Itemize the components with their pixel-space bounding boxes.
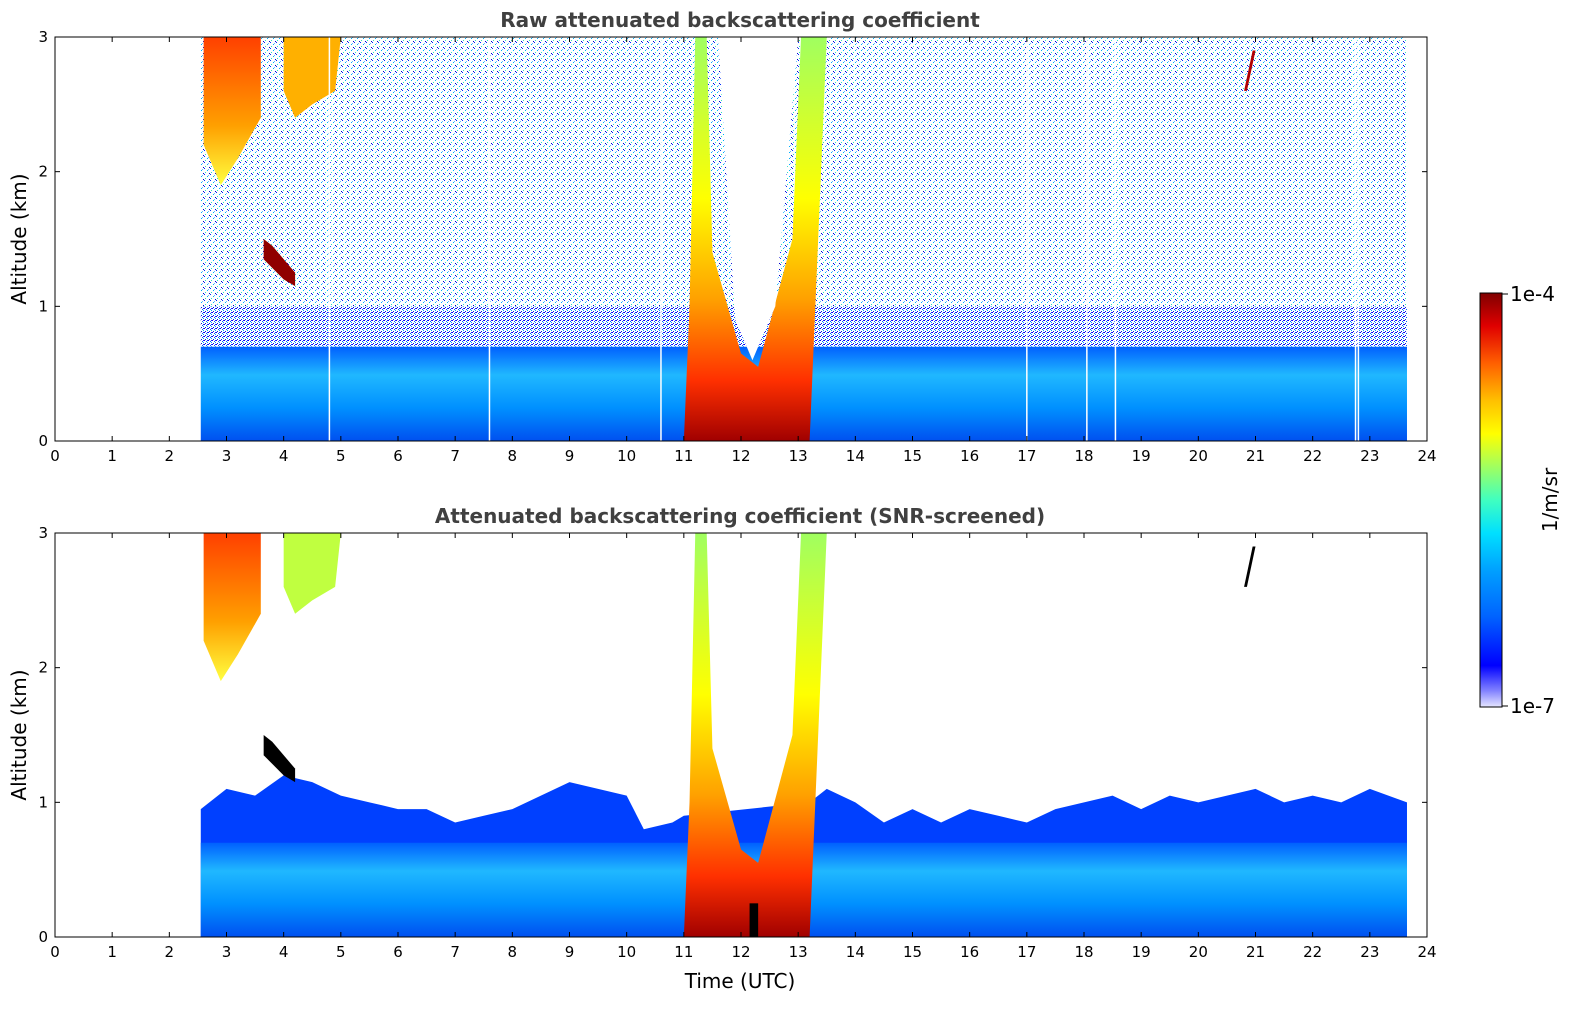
raw-y-axis-label: Altitude (km) [7,173,31,304]
screened-x-tick-label: 7 [450,943,460,961]
screened-x-tick-label: 21 [1246,943,1265,961]
colorbar-min-label: 1e-7 [1510,694,1555,718]
screened-y-tick-label: 1 [38,793,48,811]
thin-cloud [1244,50,1256,91]
raw-x-tick-label: 20 [1189,447,1208,465]
raw-y-tick-label: 2 [38,163,48,181]
screened-backscatter-panel: Attenuated backscattering coefficient (S… [7,504,1437,993]
thin-cloud [1244,546,1256,587]
screened-x-tick-label: 22 [1303,943,1322,961]
signal-attenuated-gap [718,37,799,361]
screened-y-tick-label: 0 [38,928,48,946]
raw-x-tick-label: 2 [165,447,175,465]
raw-x-tick-label: 8 [508,447,518,465]
screened-x-tick-label: 18 [1074,943,1093,961]
raw-x-tick-label: 19 [1132,447,1151,465]
saturated-cloud-base [749,903,759,937]
raw-y-tick-label: 0 [38,432,48,450]
convective-cloud [683,37,827,441]
raw-heatmap-layer [200,37,1407,441]
raw-panel-title: Raw attenuated backscattering coefficien… [500,8,980,32]
screened-x-tick-label: 2 [165,943,175,961]
screened-x-tick-label: 24 [1417,943,1436,961]
raw-x-tick-label: 22 [1303,447,1322,465]
raw-y-tick-label: 1 [38,297,48,315]
raw-x-tick-label: 10 [617,447,636,465]
raw-x-tick-label: 9 [565,447,575,465]
colorbar-max-label: 1e-4 [1510,282,1555,306]
screened-x-tick-label: 8 [508,943,518,961]
screened-x-axis: 0 1 2 3 4 5 6 7 8 9 10 11 12 13 14 15 16 17 18 19 20 21 22 23 24 [50,533,1437,961]
saturated-cloud-layer [263,239,296,287]
screened-x-tick-label: 4 [279,943,289,961]
screened-x-tick-label: 6 [393,943,403,961]
raw-x-tick-label: 14 [846,447,865,465]
raw-x-tick-label: 6 [393,447,403,465]
raw-x-tick-label: 5 [336,447,346,465]
screened-x-tick-label: 0 [50,943,60,961]
raw-x-axis: 0 1 2 3 4 5 6 7 8 9 10 11 12 13 14 15 16 17 18 19 20 21 22 23 24 [50,37,1437,465]
raw-x-tick-label: 13 [789,447,808,465]
screened-x-tick-label: 23 [1360,943,1379,961]
convective-cloud [683,533,827,937]
colorbar-gradient [1479,292,1503,708]
screened-panel-title: Attenuated backscattering coefficient (S… [435,504,1045,528]
screened-x-tick-label: 16 [960,943,979,961]
raw-x-tick-label: 21 [1246,447,1265,465]
screened-x-tick-label: 13 [789,943,808,961]
cirrus-second [283,37,341,118]
screened-y-tick-label: 2 [38,659,48,677]
raw-x-tick-label: 3 [222,447,232,465]
raw-x-tick-label: 23 [1360,447,1379,465]
raw-x-tick-label: 24 [1417,447,1436,465]
raw-x-tick-label: 0 [50,447,60,465]
colorbar-unit-label: 1/m/sr [1538,467,1562,532]
raw-x-tick-label: 16 [960,447,979,465]
screened-x-tick-label: 1 [107,943,117,961]
cirrus-second [283,533,341,614]
screened-x-tick-label: 17 [1017,943,1036,961]
screened-x-tick-label: 9 [565,943,575,961]
raw-x-tick-label: 18 [1074,447,1093,465]
cirrus-early [203,533,261,682]
screened-y-tick-label: 3 [38,524,48,542]
cirrus-early [203,37,261,186]
raw-x-tick-label: 4 [279,447,289,465]
raw-x-tick-label: 17 [1017,447,1036,465]
saturated-cloud-layer [263,735,296,783]
raw-backscatter-panel: Raw attenuated backscattering coefficien… [7,8,1437,465]
screened-x-tick-label: 20 [1189,943,1208,961]
screened-y-axis-label: Altitude (km) [7,669,31,800]
screened-x-tick-label: 3 [222,943,232,961]
raw-x-tick-label: 12 [731,447,750,465]
colorbar: 1e-4 1e-7 1/m/sr [1479,282,1562,718]
raw-x-tick-label: 11 [674,447,693,465]
raw-y-tick-label: 3 [38,28,48,46]
screened-x-axis-label: Time (UTC) [684,969,796,993]
screened-x-tick-label: 10 [617,943,636,961]
screened-x-tick-label: 12 [731,943,750,961]
screened-x-tick-label: 19 [1132,943,1151,961]
screened-heatmap-layer [200,533,1407,937]
raw-x-tick-label: 1 [107,447,117,465]
screened-x-tick-label: 14 [846,943,865,961]
raw-x-tick-label: 7 [450,447,460,465]
raw-x-tick-label: 15 [903,447,922,465]
screened-y-axis: 0 1 2 3 [38,524,1427,946]
raw-y-axis: 0 1 2 3 [38,28,1427,450]
screened-x-tick-label: 15 [903,943,922,961]
screened-x-tick-label: 11 [674,943,693,961]
screened-x-tick-label: 5 [336,943,346,961]
